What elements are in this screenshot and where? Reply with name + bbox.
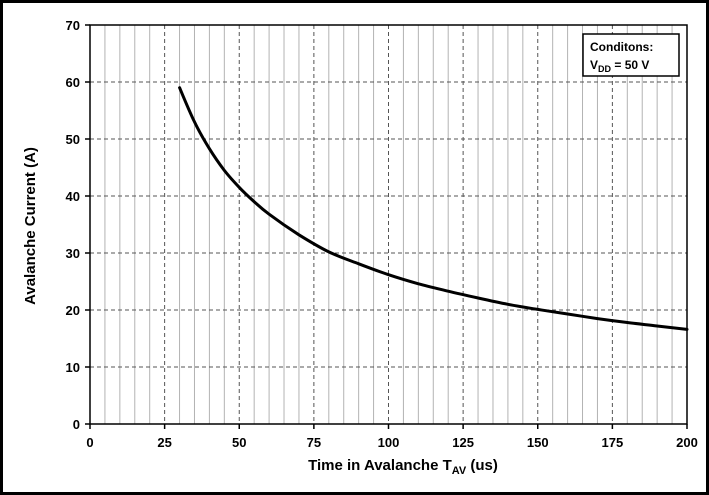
x-axis-label-unit: (us) — [466, 457, 498, 474]
y-tick-label: 50 — [66, 132, 80, 147]
conditions-line: VDD = 50 V — [590, 58, 649, 74]
conditions-line-suffix: = 50 V — [611, 58, 649, 72]
conditions-line-prefix: V — [590, 58, 598, 72]
series-line — [178, 86, 689, 331]
y-tick-label: 20 — [66, 303, 80, 318]
y-tick-label: 60 — [66, 75, 80, 90]
x-tick-label: 0 — [86, 435, 93, 450]
tick-marks — [85, 24, 688, 429]
x-tick-label: 125 — [452, 435, 474, 450]
grid — [90, 25, 687, 424]
y-tick-label: 10 — [66, 360, 80, 375]
conditions-title: Conditons: — [590, 40, 653, 54]
y-tick-label: 40 — [66, 189, 80, 204]
conditions-box-frame — [582, 33, 680, 77]
conditions-line-subscript: DD — [598, 64, 611, 74]
x-tick-label: 75 — [307, 435, 321, 450]
y-tick-labels: 0 10 20 30 40 50 60 70 — [66, 18, 80, 432]
x-axis-label-main: Time in Avalanche T — [308, 457, 452, 474]
x-tick-label: 150 — [527, 435, 549, 450]
y-tick-label: 70 — [66, 18, 80, 33]
x-tick-label: 25 — [157, 435, 171, 450]
y-tick-label: 0 — [73, 417, 80, 432]
x-axis-label-subscript: AV — [452, 465, 467, 477]
y-tick-label: 30 — [66, 246, 80, 261]
x-tick-label: 50 — [232, 435, 246, 450]
x-tick-label: 200 — [676, 435, 698, 450]
x-tick-label: 100 — [378, 435, 400, 450]
conditions-box: Conditons: VDD = 50 V — [582, 33, 680, 77]
x-axis-label: Time in Avalanche TAV (us) — [308, 457, 498, 477]
x-tick-labels: 0 25 50 75 100 125 150 175 200 — [86, 435, 697, 450]
y-axis-label: Avalanche Current (A) — [22, 147, 39, 305]
x-tick-label: 175 — [602, 435, 624, 450]
